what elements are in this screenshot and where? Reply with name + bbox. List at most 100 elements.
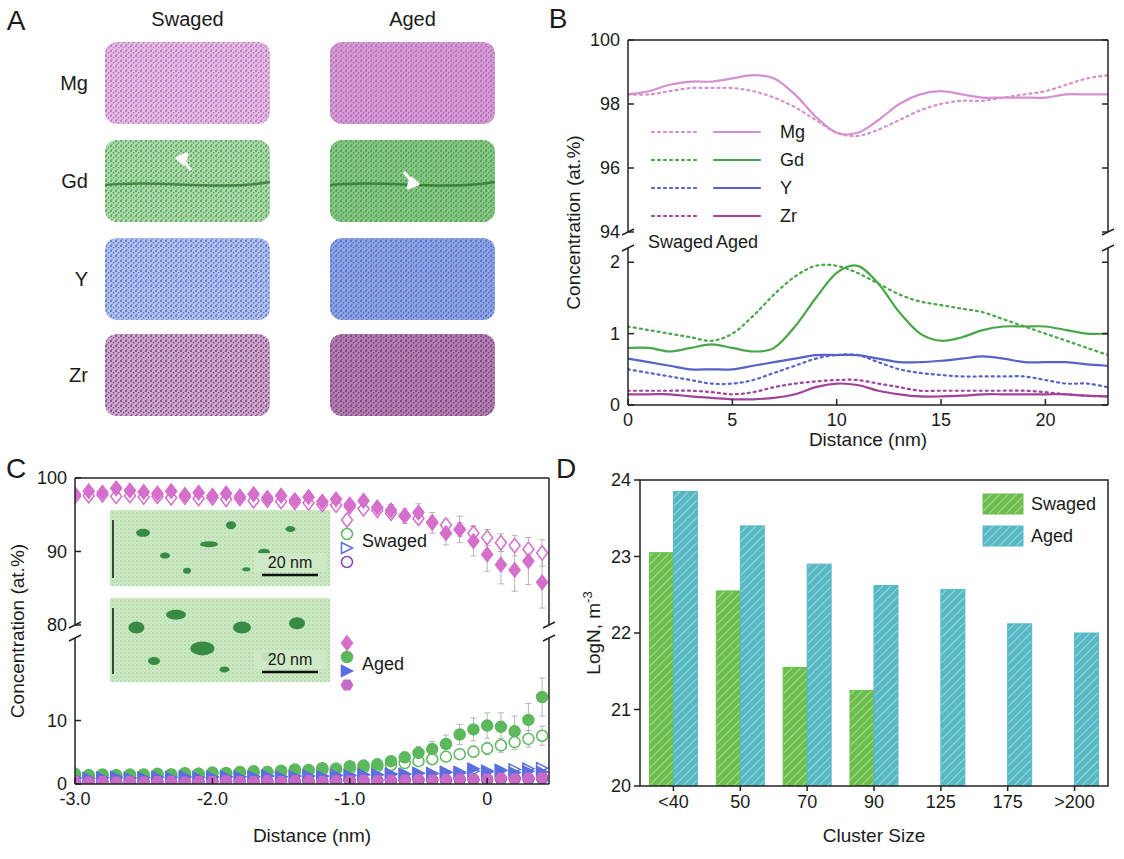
marker [537,692,548,703]
marker [413,505,424,519]
legend-label: Y [780,178,792,198]
cluster [233,621,251,633]
marker [193,486,204,500]
cluster [200,541,218,547]
axis-frame [69,478,555,784]
marker [166,777,177,787]
marker [138,485,149,499]
atom-map-dots [330,334,495,416]
y-tick [634,709,640,711]
frame-side [1107,248,1109,405]
frame-side [627,248,629,405]
y-axis-title: Concentration (at.%) [563,135,584,309]
scale-bar-vertical [112,608,114,674]
column-title: Swaged [151,8,223,30]
y-axis-title: Concentration (at.%) [7,544,28,718]
y-tick-label: 21 [611,700,631,720]
marker [289,493,300,507]
y-tick-label: 0 [610,395,620,415]
marker [97,777,108,788]
marker [317,777,328,787]
plot-lines [628,75,1108,399]
marker [342,529,353,540]
atom-map-dots [105,42,270,124]
marker [262,491,273,505]
bar [850,690,874,786]
cluster [285,526,295,532]
marker [454,522,465,536]
y-tick-label: 1 [610,324,620,344]
marker [440,526,451,540]
x-tick-label: 125 [926,792,956,812]
label-patch [254,553,326,572]
marker [427,515,438,529]
legend: SwagedAged [342,513,428,690]
bar [783,667,807,786]
marker [70,777,81,788]
y-tick-label: 98 [600,94,620,114]
plot-bars [649,491,1098,786]
bar [740,526,764,786]
marker [303,776,314,787]
x-axis-title: Distance (nm) [253,825,371,846]
frame-side [548,638,550,784]
marker [207,777,218,787]
marker [70,777,81,787]
marker [111,777,122,788]
x-tick [806,786,808,791]
axis-break [622,229,634,235]
marker [221,486,232,500]
x-tick-label: 70 [797,792,817,812]
legend-column-label: Aged [716,232,758,252]
cluster [136,529,150,537]
marker [523,714,534,725]
x-tick [1074,786,1076,791]
atom-map-dots [330,238,495,320]
marker [482,547,493,561]
bar [673,491,697,786]
panel-letter: C [6,453,26,484]
marker [509,563,520,577]
line [628,75,1108,136]
marker [523,773,534,784]
marker [179,777,190,787]
atom-map-dots [105,238,270,320]
marker [495,740,506,751]
x-tick-label: -2.0 [197,789,228,809]
marker [207,488,218,502]
legend-swatch [652,159,698,161]
cluster [219,666,229,672]
frame-side [627,40,629,232]
y-tick-label: 10 [47,711,67,731]
x-tick [212,778,214,784]
y-tick [628,39,634,41]
cluster [166,610,186,620]
marker [303,490,314,504]
x-tick [74,778,76,784]
axis-break [1102,245,1114,251]
marker [342,652,353,663]
y-tick-label: 94 [600,222,620,242]
marker [179,488,190,502]
marker [537,575,548,589]
marker [234,776,245,787]
y-tick [1102,333,1108,335]
axis-break [622,245,634,251]
marker [83,777,94,787]
marker [276,777,287,787]
y-tick [628,262,634,264]
atom-map-tint [330,238,495,320]
atom-map-tint [105,140,270,222]
scale-label: 20 nm [268,651,312,668]
marker [193,777,204,788]
legend-swatch [714,159,760,161]
marker [386,756,397,767]
bar [649,553,673,786]
y-tick [634,785,640,787]
frame-top [75,477,549,479]
marker [468,775,479,785]
x-tick [673,786,675,791]
atom-map [330,42,495,124]
cluster [128,621,144,633]
y-axis-title: LogN, m-3 [580,591,604,674]
